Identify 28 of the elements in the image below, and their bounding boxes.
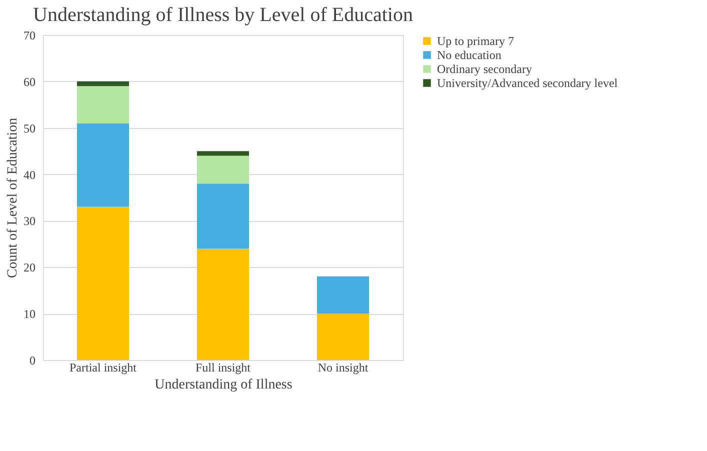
y-tick-label: 60 (24, 74, 36, 89)
y-axis-title: Count of Level of Education (6, 118, 20, 278)
y-tick-label: 30 (24, 214, 36, 228)
bar (77, 123, 129, 207)
y-tick-label: 0 (30, 354, 36, 368)
x-axis-title: Understanding of Illness (154, 378, 292, 392)
bar (197, 156, 249, 184)
y-tick-label: 20 (24, 260, 36, 275)
x-tick-label: No insight (318, 360, 369, 374)
legend-label: Up to primary 7 (437, 34, 514, 48)
bar (317, 276, 369, 314)
legend-label: No education (437, 48, 502, 62)
bar (317, 314, 369, 360)
bar (77, 86, 129, 124)
bar (77, 81, 129, 86)
legend-label: Ordinary secondary (437, 62, 532, 76)
y-tick-label: 70 (24, 28, 36, 42)
chart-title: Understanding of Illness by Level of Education (33, 4, 413, 26)
x-tick-label: Partial insight (70, 360, 138, 374)
bar (197, 151, 249, 156)
legend-label: University/Advanced secondary level (437, 76, 618, 90)
bar (197, 248, 249, 360)
y-tick-label: 50 (24, 121, 36, 136)
bar (77, 206, 129, 360)
y-tick-label: 10 (24, 307, 36, 322)
y-tick-label: 40 (24, 168, 36, 182)
bar (197, 184, 249, 249)
x-tick-label: Full insight (195, 360, 252, 374)
